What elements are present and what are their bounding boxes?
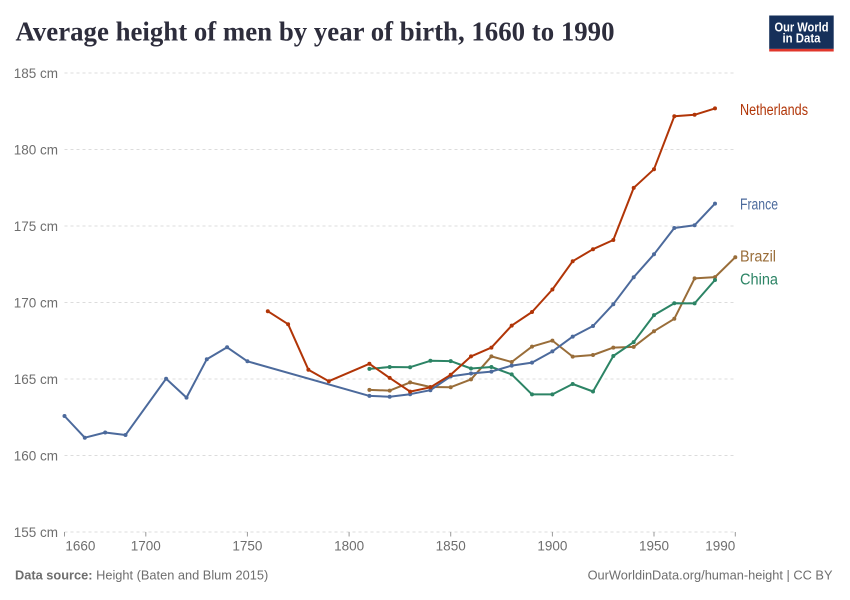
- svg-text:China: China: [740, 272, 778, 289]
- svg-text:165 cm: 165 cm: [14, 372, 58, 387]
- svg-text:1800: 1800: [334, 539, 364, 554]
- svg-text:Average height of men by year: Average height of men by year of birth, …: [16, 16, 615, 47]
- svg-text:Brazil: Brazil: [740, 249, 776, 266]
- svg-text:1660: 1660: [65, 539, 95, 554]
- svg-text:Netherlands: Netherlands: [740, 102, 808, 119]
- svg-text:Data source: Height (Baten and: Data source: Height (Baten and Blum 2015…: [15, 568, 268, 583]
- svg-text:185 cm: 185 cm: [14, 66, 58, 81]
- svg-text:1750: 1750: [232, 539, 262, 554]
- svg-text:175 cm: 175 cm: [14, 219, 58, 234]
- svg-text:1850: 1850: [436, 539, 466, 554]
- svg-text:1700: 1700: [131, 539, 161, 554]
- svg-text:in Data: in Data: [783, 31, 822, 46]
- svg-text:France: France: [740, 196, 778, 213]
- svg-text:180 cm: 180 cm: [14, 142, 58, 157]
- svg-text:170 cm: 170 cm: [14, 295, 58, 310]
- svg-text:160 cm: 160 cm: [14, 448, 58, 463]
- svg-text:1900: 1900: [537, 539, 567, 554]
- svg-text:1990: 1990: [705, 539, 735, 554]
- svg-text:Our World: Our World: [775, 19, 829, 34]
- svg-text:155 cm: 155 cm: [14, 525, 58, 540]
- svg-text:1950: 1950: [639, 539, 669, 554]
- svg-text:OurWorldinData.org/human-heigh: OurWorldinData.org/human-height | CC BY: [588, 568, 833, 583]
